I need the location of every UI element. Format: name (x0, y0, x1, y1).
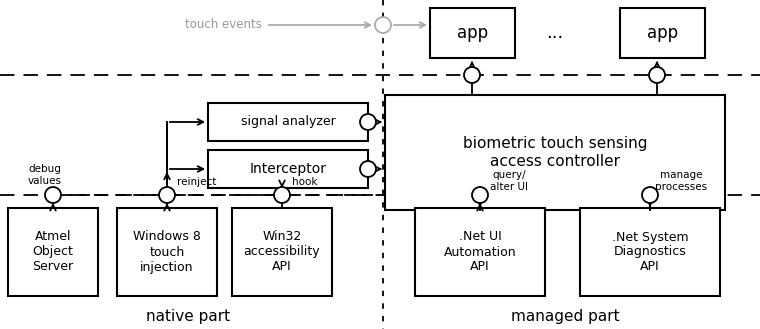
Bar (208, 150, 368, 188)
Text: touch events: touch events (185, 18, 262, 32)
Text: Atmel
Object
Server: Atmel Object Server (33, 231, 74, 273)
Text: hook: hook (292, 177, 318, 187)
Text: app: app (457, 24, 488, 42)
Bar (117, 208, 217, 296)
Text: ...: ... (546, 24, 564, 42)
Circle shape (464, 67, 480, 83)
Text: manage
processes: manage processes (655, 170, 707, 192)
Bar (208, 103, 368, 141)
Bar (415, 208, 545, 296)
Bar (620, 8, 705, 58)
Circle shape (45, 187, 61, 203)
Circle shape (159, 187, 175, 203)
Text: reinject: reinject (177, 177, 217, 187)
Bar (232, 208, 332, 296)
Bar (8, 208, 98, 296)
Text: Windows 8
touch
injection: Windows 8 touch injection (133, 231, 201, 273)
Bar (580, 208, 720, 296)
Text: native part: native part (146, 309, 230, 323)
Text: app: app (647, 24, 678, 42)
Circle shape (649, 67, 665, 83)
Text: .Net System
Diagnostics
API: .Net System Diagnostics API (612, 231, 689, 273)
Circle shape (360, 114, 376, 130)
Circle shape (642, 187, 658, 203)
Text: debug
values: debug values (28, 164, 62, 186)
Text: query/
alter UI: query/ alter UI (490, 170, 528, 192)
Circle shape (472, 187, 488, 203)
Text: signal analyzer: signal analyzer (241, 115, 335, 129)
Circle shape (274, 187, 290, 203)
Bar (385, 95, 725, 210)
Text: Interceptor: Interceptor (249, 162, 327, 176)
Bar (430, 8, 515, 58)
Circle shape (360, 161, 376, 177)
Text: biometric touch sensing
access controller: biometric touch sensing access controlle… (463, 136, 648, 169)
Text: Win32
accessibility
API: Win32 accessibility API (244, 231, 320, 273)
Text: managed part: managed part (511, 309, 619, 323)
Text: .Net UI
Automation
API: .Net UI Automation API (444, 231, 516, 273)
Circle shape (375, 17, 391, 33)
